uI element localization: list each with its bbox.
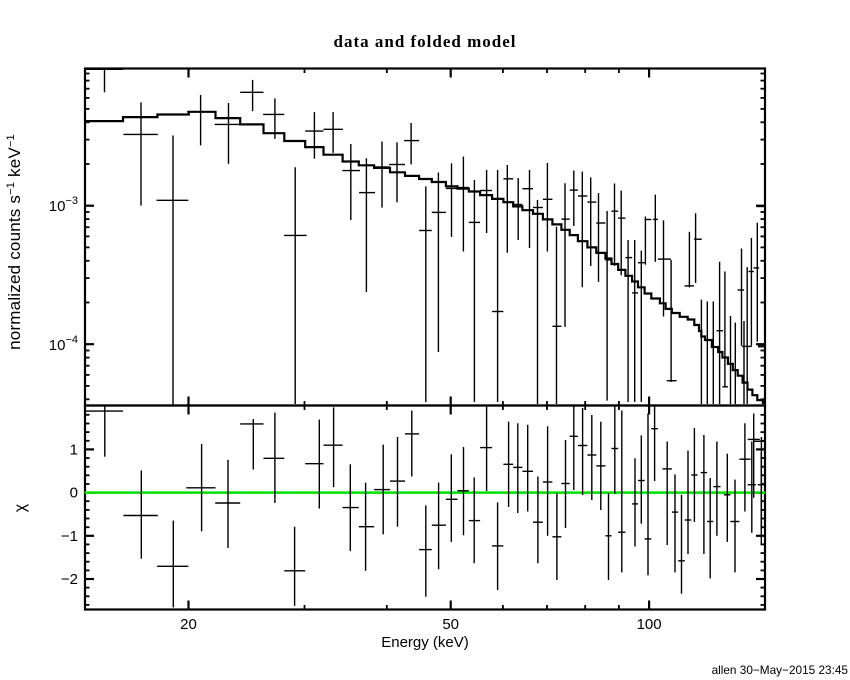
- svg-text:50: 50: [442, 616, 459, 633]
- svg-text:1: 1: [70, 441, 78, 458]
- svg-text:−2: −2: [61, 571, 78, 588]
- svg-text:0: 0: [70, 485, 78, 502]
- svg-text:data and folded model: data and folded model: [334, 32, 517, 51]
- svg-text:100: 100: [637, 616, 662, 633]
- svg-text:χ: χ: [12, 503, 29, 512]
- svg-text:20: 20: [180, 616, 197, 633]
- svg-text:Energy (keV): Energy (keV): [381, 634, 469, 651]
- svg-text:−1: −1: [61, 528, 78, 545]
- svg-text:allen 30−May−2015 23:45: allen 30−May−2015 23:45: [712, 663, 849, 677]
- svg-text:normalized counts s−1 keV−1: normalized counts s−1 keV−1: [5, 134, 24, 350]
